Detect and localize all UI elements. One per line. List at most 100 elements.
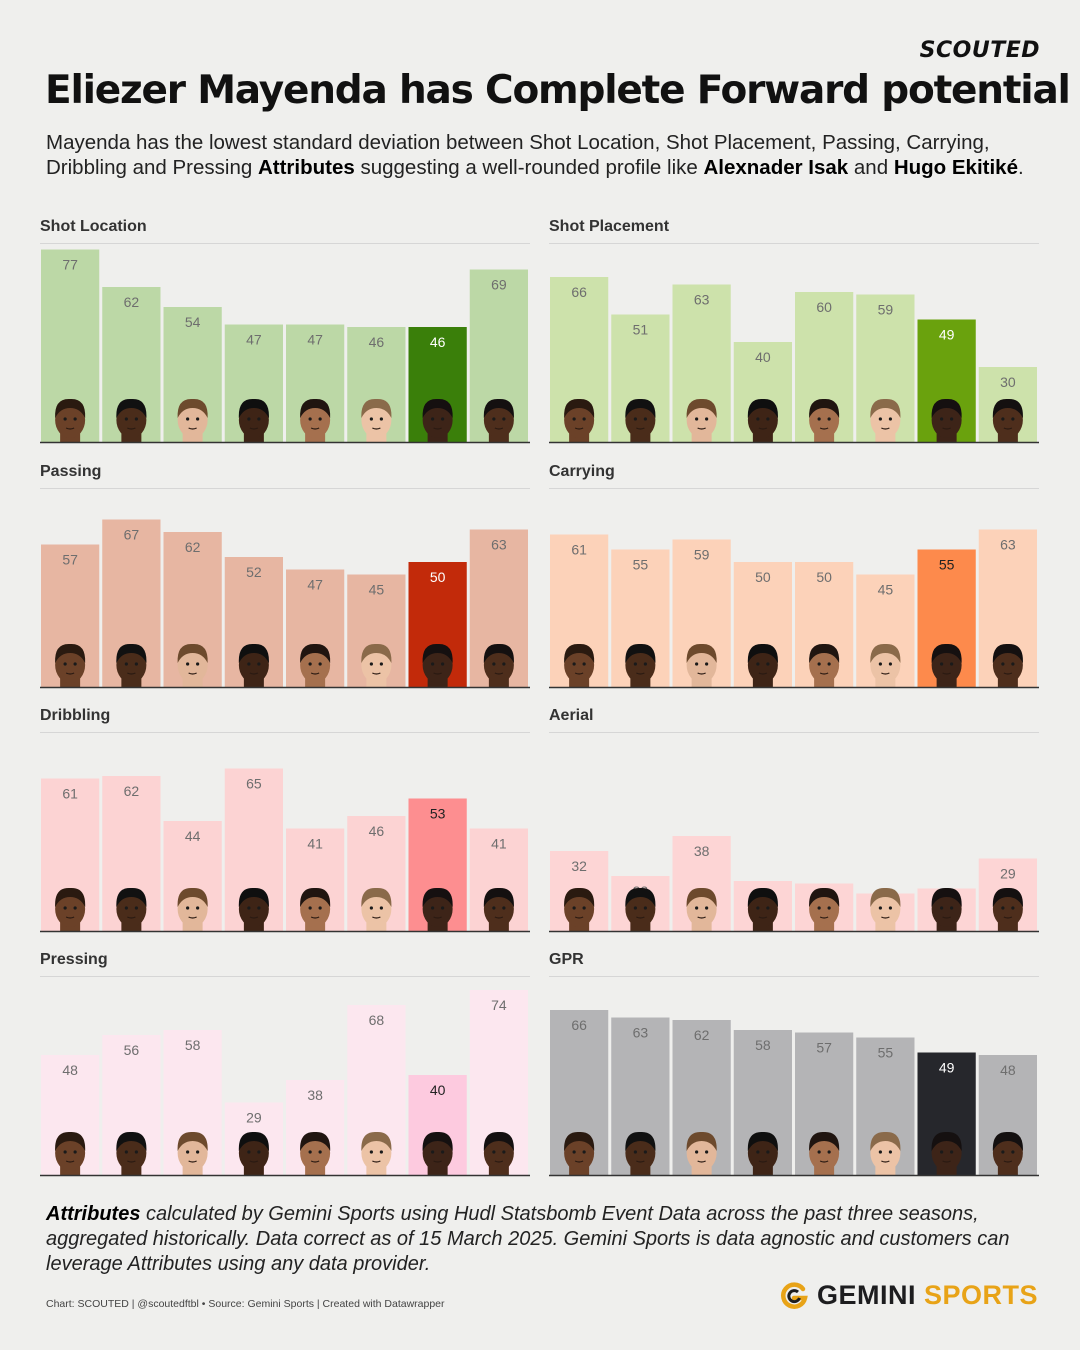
player-avatar-icon	[177, 1131, 208, 1175]
player-avatar-icon	[483, 887, 514, 931]
chart-title: Dribbling	[40, 707, 111, 724]
player-avatar-icon	[931, 643, 962, 687]
bar-value-label: 58	[185, 1037, 201, 1053]
player-avatar-icon	[300, 1131, 331, 1175]
bar-value-label: 63	[1000, 537, 1016, 553]
bar-chart-svg: 3222382019151729	[549, 836, 1039, 933]
bar-value-label: 63	[633, 1025, 649, 1041]
player-avatar-icon	[870, 887, 901, 931]
subtitle-bold-isak: Alexnader Isak	[703, 156, 849, 179]
player-avatar-icon	[992, 1131, 1023, 1175]
title-rule	[549, 976, 1039, 977]
gemini-sports-logo: GEMINI SPORTS	[779, 1280, 1038, 1311]
bar-value-label: 32	[571, 858, 587, 874]
bar-value-label: 48	[1000, 1062, 1016, 1078]
player-avatar-icon	[686, 643, 717, 687]
bar-value-label: 55	[939, 557, 955, 573]
player-avatar-icon	[238, 398, 269, 442]
bar-value-label: 57	[816, 1040, 832, 1056]
title-rule	[549, 243, 1039, 244]
chart-pressing: Pressing 48 56 58 29 38 68 40 74	[40, 951, 530, 1183]
player-avatar-icon	[300, 887, 331, 931]
bar-value-label: 48	[62, 1062, 78, 1078]
player-avatar-icon	[809, 887, 840, 931]
bar-value-label: 58	[755, 1037, 771, 1053]
bar-value-label: 46	[430, 334, 446, 350]
bar-value-label: 63	[491, 537, 507, 553]
chart-title: Pressing	[40, 951, 108, 968]
subtitle-bold-ekitike: Hugo Ekitiké	[893, 156, 1018, 179]
chart-title: Passing	[40, 463, 102, 480]
player-avatar-icon	[422, 398, 453, 442]
player-avatar-icon	[747, 887, 778, 931]
player-avatar-icon	[870, 1131, 901, 1175]
bar-value-label: 40	[755, 349, 771, 365]
bar-value-label: 59	[878, 302, 894, 318]
bar-value-label: 67	[124, 527, 140, 543]
bar-value-label: 57	[62, 552, 78, 568]
title-rule	[40, 488, 530, 489]
player-avatar-icon	[116, 887, 147, 931]
player-avatar-icon	[116, 643, 147, 687]
title-rule	[40, 243, 530, 244]
player-avatar-icon	[177, 887, 208, 931]
bar-value-label: 45	[878, 582, 894, 598]
chart-passing: Passing 57 67 62 52 47 45 50 63	[40, 463, 530, 695]
player-avatar-icon	[625, 887, 656, 931]
bar-value-label: 29	[246, 1110, 262, 1126]
bar-chart-svg: 66 51 63 40 60 59 49 30	[549, 277, 1039, 444]
subtitle-bold-attributes: Attributes	[257, 156, 355, 179]
bar-value-label: 55	[633, 557, 649, 573]
chart-title: Shot Placement	[549, 218, 670, 235]
player-avatar-icon	[177, 643, 208, 687]
player-avatar-icon	[931, 398, 962, 442]
bar-value-label: 61	[62, 786, 78, 802]
player-avatar-icon	[238, 1131, 269, 1175]
bar-value-label: 60	[816, 299, 832, 315]
bar-chart-svg: 61 62 44 65 41 46 53 41	[40, 768, 530, 933]
bar-value-label: 69	[491, 277, 507, 293]
bar-chart-svg: 61 55 59 50 50 45 55 63	[549, 529, 1039, 689]
bar-value-label: 54	[185, 314, 201, 330]
bar-value-label: 44	[185, 828, 201, 844]
bar-value-label: 41	[491, 836, 507, 852]
bar-value-label: 47	[307, 577, 323, 593]
subtitle-text-3: and	[848, 156, 894, 179]
subtitle-text-1: Mayenda has the lowest standard deviatio…	[46, 131, 990, 179]
title-rule	[40, 976, 530, 977]
bar-value-label: 52	[246, 564, 262, 580]
player-avatar-icon	[931, 887, 962, 931]
player-avatar-icon	[55, 1131, 86, 1175]
player-avatar-icon	[55, 643, 86, 687]
bar-value-label: 56	[124, 1042, 140, 1058]
player-avatar-icon	[564, 398, 595, 442]
player-avatar-icon	[686, 1131, 717, 1175]
bar-value-label: 62	[694, 1027, 710, 1043]
bar-chart-svg: 66 63 62 58 57 55 49 48	[549, 1010, 1039, 1177]
bar-value-label: 63	[694, 292, 710, 308]
subtitle: Mayenda has the lowest standard deviatio…	[46, 130, 1046, 180]
bar-value-label: 51	[633, 322, 649, 338]
bar-value-label: 59	[694, 547, 710, 563]
bar-value-label: 45	[369, 582, 385, 598]
player-avatar-icon	[238, 887, 269, 931]
footnote-text: calculated by Gemini Sports using Hudl S…	[46, 1203, 1010, 1275]
player-avatar-icon	[564, 1131, 595, 1175]
player-avatar-icon	[238, 643, 269, 687]
player-avatar-icon	[686, 887, 717, 931]
chart-aerial: Aerial 3222382019151729	[549, 707, 1039, 939]
player-avatar-icon	[809, 398, 840, 442]
player-avatar-icon	[564, 887, 595, 931]
player-avatar-icon	[992, 887, 1023, 931]
bar-value-label: 62	[124, 294, 140, 310]
player-avatar-icon	[483, 1131, 514, 1175]
title-rule	[549, 732, 1039, 733]
footnote: Attributes calculated by Gemini Sports u…	[46, 1202, 1046, 1277]
chart-title: Aerial	[549, 707, 594, 724]
player-avatar-icon	[747, 643, 778, 687]
player-avatar-icon	[625, 398, 656, 442]
player-avatar-icon	[300, 398, 331, 442]
title-rule	[40, 732, 530, 733]
bar-value-label: 53	[430, 806, 446, 822]
player-avatar-icon	[422, 887, 453, 931]
